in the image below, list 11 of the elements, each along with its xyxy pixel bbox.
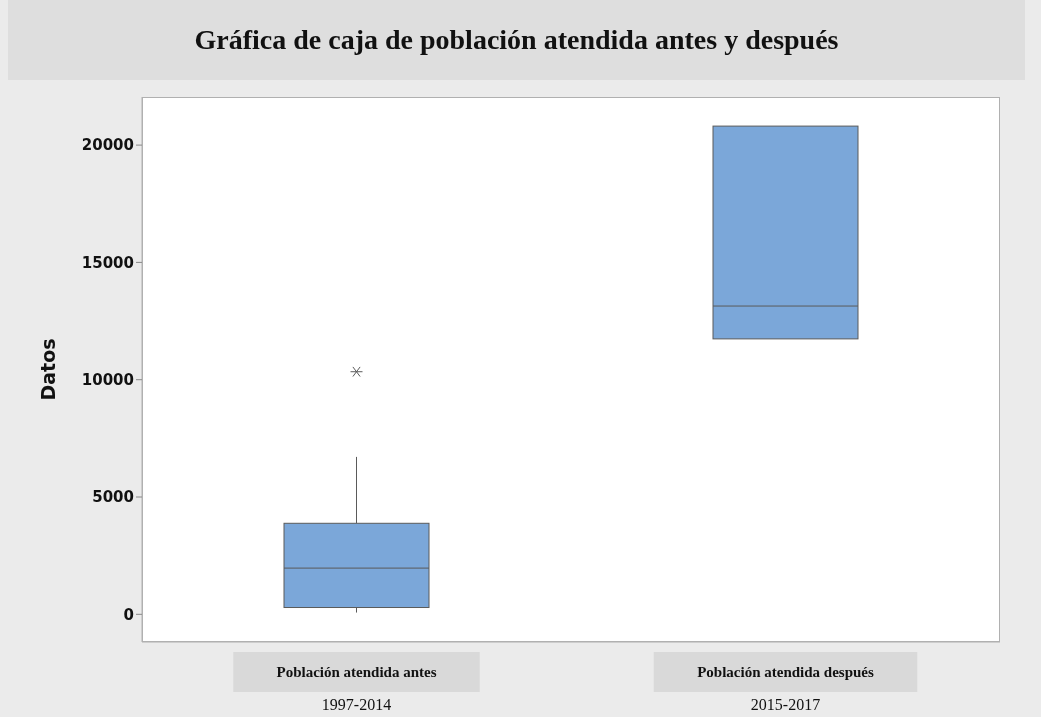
- y-tick-label: 5000: [92, 488, 134, 507]
- chart-title: Gráfica de caja de población atendida antes y después: [8, 0, 1025, 80]
- y-tick-label: 0: [123, 605, 134, 624]
- y-tick-label: 10000: [81, 371, 134, 390]
- y-axis-title: Datos: [36, 338, 59, 401]
- text: 2015-2017: [750, 696, 821, 713]
- y-tick-label: 15000: [81, 253, 134, 272]
- y-tick-label: 20000: [81, 136, 134, 155]
- x-tick-label: Población atendida antes: [276, 664, 437, 680]
- x-tick-label: Población atendida después: [697, 664, 875, 680]
- text: 1997-2014: [321, 696, 392, 713]
